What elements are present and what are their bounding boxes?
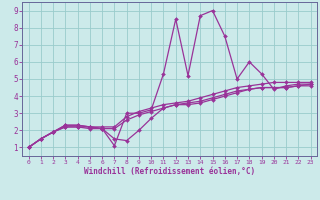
X-axis label: Windchill (Refroidissement éolien,°C): Windchill (Refroidissement éolien,°C) xyxy=(84,167,255,176)
